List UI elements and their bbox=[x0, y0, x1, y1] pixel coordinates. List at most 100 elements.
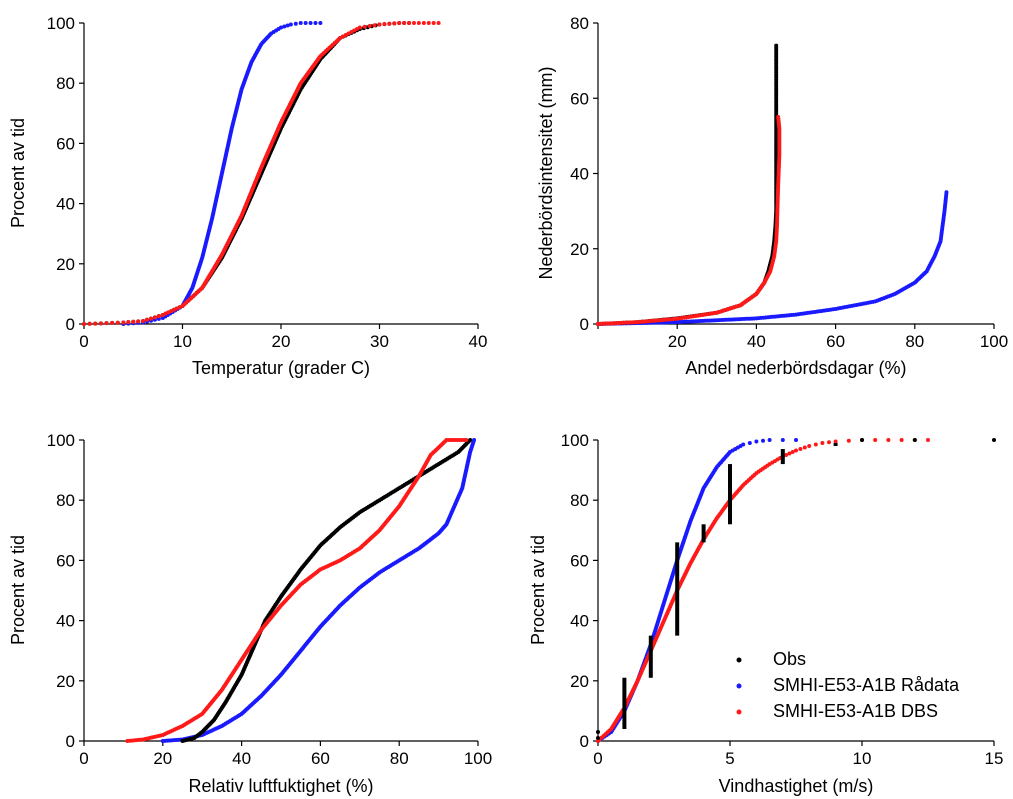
wind-speed-chart: 0 5 10 15 0 20 40 60 80 100 Vindhastighet (m/s) Pro… bbox=[528, 431, 1003, 796]
y-tick-label: 40 bbox=[570, 612, 589, 631]
y-tick-label: 100 bbox=[561, 431, 589, 450]
temperature-chart: 0 10 20 30 40 0 20 40 60 80 100 Temperatur (grader … bbox=[8, 14, 487, 378]
series-obs bbox=[82, 21, 412, 326]
data-point bbox=[767, 438, 772, 442]
series-obs bbox=[596, 43, 779, 326]
x-tick-label: 0 bbox=[79, 332, 88, 351]
data-point bbox=[377, 22, 382, 27]
data-point bbox=[382, 22, 387, 27]
data-point bbox=[798, 447, 803, 452]
x-axis-label: Vindhastighet (m/s) bbox=[719, 776, 874, 796]
data-point bbox=[944, 190, 949, 195]
data-point bbox=[472, 438, 477, 442]
data-point bbox=[794, 438, 798, 442]
data-point bbox=[392, 21, 397, 26]
y-axis-label: Nederbördsintensitet (mm) bbox=[536, 66, 556, 279]
data-point bbox=[313, 21, 318, 25]
x-tick-label: 15 bbox=[985, 749, 1004, 768]
data-point bbox=[115, 320, 120, 325]
y-tick-label: 100 bbox=[47, 431, 75, 450]
data-point bbox=[787, 451, 792, 456]
data-point bbox=[776, 115, 781, 120]
data-point bbox=[431, 21, 436, 25]
y-tick-label: 60 bbox=[56, 551, 75, 570]
x-tick-label: 40 bbox=[747, 332, 766, 351]
data-point bbox=[426, 21, 431, 25]
y-tick-label: 40 bbox=[56, 195, 75, 214]
x-tick-label: 100 bbox=[464, 749, 492, 768]
series-dbs bbox=[596, 438, 930, 743]
series-raw bbox=[121, 21, 323, 326]
data-point bbox=[148, 316, 153, 321]
y-tick-label: 0 bbox=[580, 315, 589, 334]
data-point bbox=[741, 442, 746, 447]
data-point bbox=[308, 21, 313, 25]
y-tick-label: 60 bbox=[570, 89, 589, 108]
data-point bbox=[87, 321, 92, 326]
y-tick-label: 0 bbox=[580, 732, 589, 751]
data-point bbox=[596, 729, 600, 734]
data-point bbox=[288, 22, 293, 27]
data-point bbox=[367, 24, 372, 29]
x-tick-label: 40 bbox=[469, 332, 488, 351]
data-point bbox=[145, 317, 150, 322]
series-dbs bbox=[596, 115, 782, 326]
data-point bbox=[93, 321, 98, 326]
x-tick-label: 0 bbox=[79, 749, 88, 768]
x-tick-label: 10 bbox=[173, 332, 192, 351]
series-obs bbox=[180, 438, 473, 743]
data-point bbox=[860, 438, 864, 442]
y-tick-label: 60 bbox=[570, 551, 589, 570]
y-tick-label: 20 bbox=[56, 255, 75, 274]
y-axis-label: Procent av tid bbox=[8, 535, 28, 645]
data-point bbox=[104, 321, 109, 326]
data-point bbox=[318, 21, 323, 25]
series-obs-bars bbox=[622, 443, 838, 729]
data-point bbox=[98, 321, 103, 326]
data-point bbox=[152, 315, 157, 320]
data-point bbox=[846, 438, 851, 443]
x-axis-label: Andel nederbördsdagar (%) bbox=[685, 358, 906, 378]
x-tick-label: 60 bbox=[826, 332, 845, 351]
data-point bbox=[464, 438, 469, 442]
data-point bbox=[156, 314, 161, 319]
y-tick-label: 60 bbox=[56, 134, 75, 153]
x-tick-label: 80 bbox=[390, 749, 409, 768]
x-axis-label: Temperatur (grader C) bbox=[192, 358, 370, 378]
data-point bbox=[362, 24, 367, 29]
y-axis-label: Procent av tid bbox=[8, 118, 28, 228]
y-tick-label: 40 bbox=[570, 165, 589, 184]
data-point bbox=[131, 319, 136, 324]
series-obs-points bbox=[596, 438, 996, 740]
y-tick-label: 0 bbox=[66, 315, 75, 334]
x-axis-label: Relativ luftfuktighet (%) bbox=[188, 776, 373, 796]
data-point bbox=[416, 21, 421, 25]
data-point bbox=[899, 438, 904, 442]
data-point bbox=[827, 440, 831, 445]
data-point bbox=[774, 43, 779, 48]
x-tick-label: 0 bbox=[593, 749, 602, 768]
x-tick-label: 30 bbox=[370, 332, 389, 351]
data-point bbox=[402, 21, 407, 25]
series-dbs bbox=[82, 21, 441, 326]
data-point bbox=[754, 439, 759, 444]
legend-label: Obs bbox=[773, 649, 806, 669]
data-point bbox=[407, 21, 412, 25]
data-point bbox=[807, 444, 812, 449]
data-point bbox=[873, 438, 878, 442]
y-tick-label: 80 bbox=[570, 14, 589, 33]
series-dbs bbox=[125, 438, 469, 743]
series-raw bbox=[596, 190, 949, 326]
data-point bbox=[468, 438, 473, 442]
data-point bbox=[141, 318, 146, 323]
x-tick-label: 5 bbox=[725, 749, 734, 768]
y-tick-label: 20 bbox=[570, 240, 589, 259]
data-point bbox=[794, 448, 798, 453]
legend-label: SMHI-E53-A1B DBS bbox=[773, 701, 938, 721]
y-tick-label: 20 bbox=[56, 672, 75, 691]
x-tick-label: 20 bbox=[153, 749, 172, 768]
y-tick-label: 80 bbox=[56, 74, 75, 93]
y-tick-label: 20 bbox=[570, 672, 589, 691]
data-point bbox=[912, 438, 917, 442]
